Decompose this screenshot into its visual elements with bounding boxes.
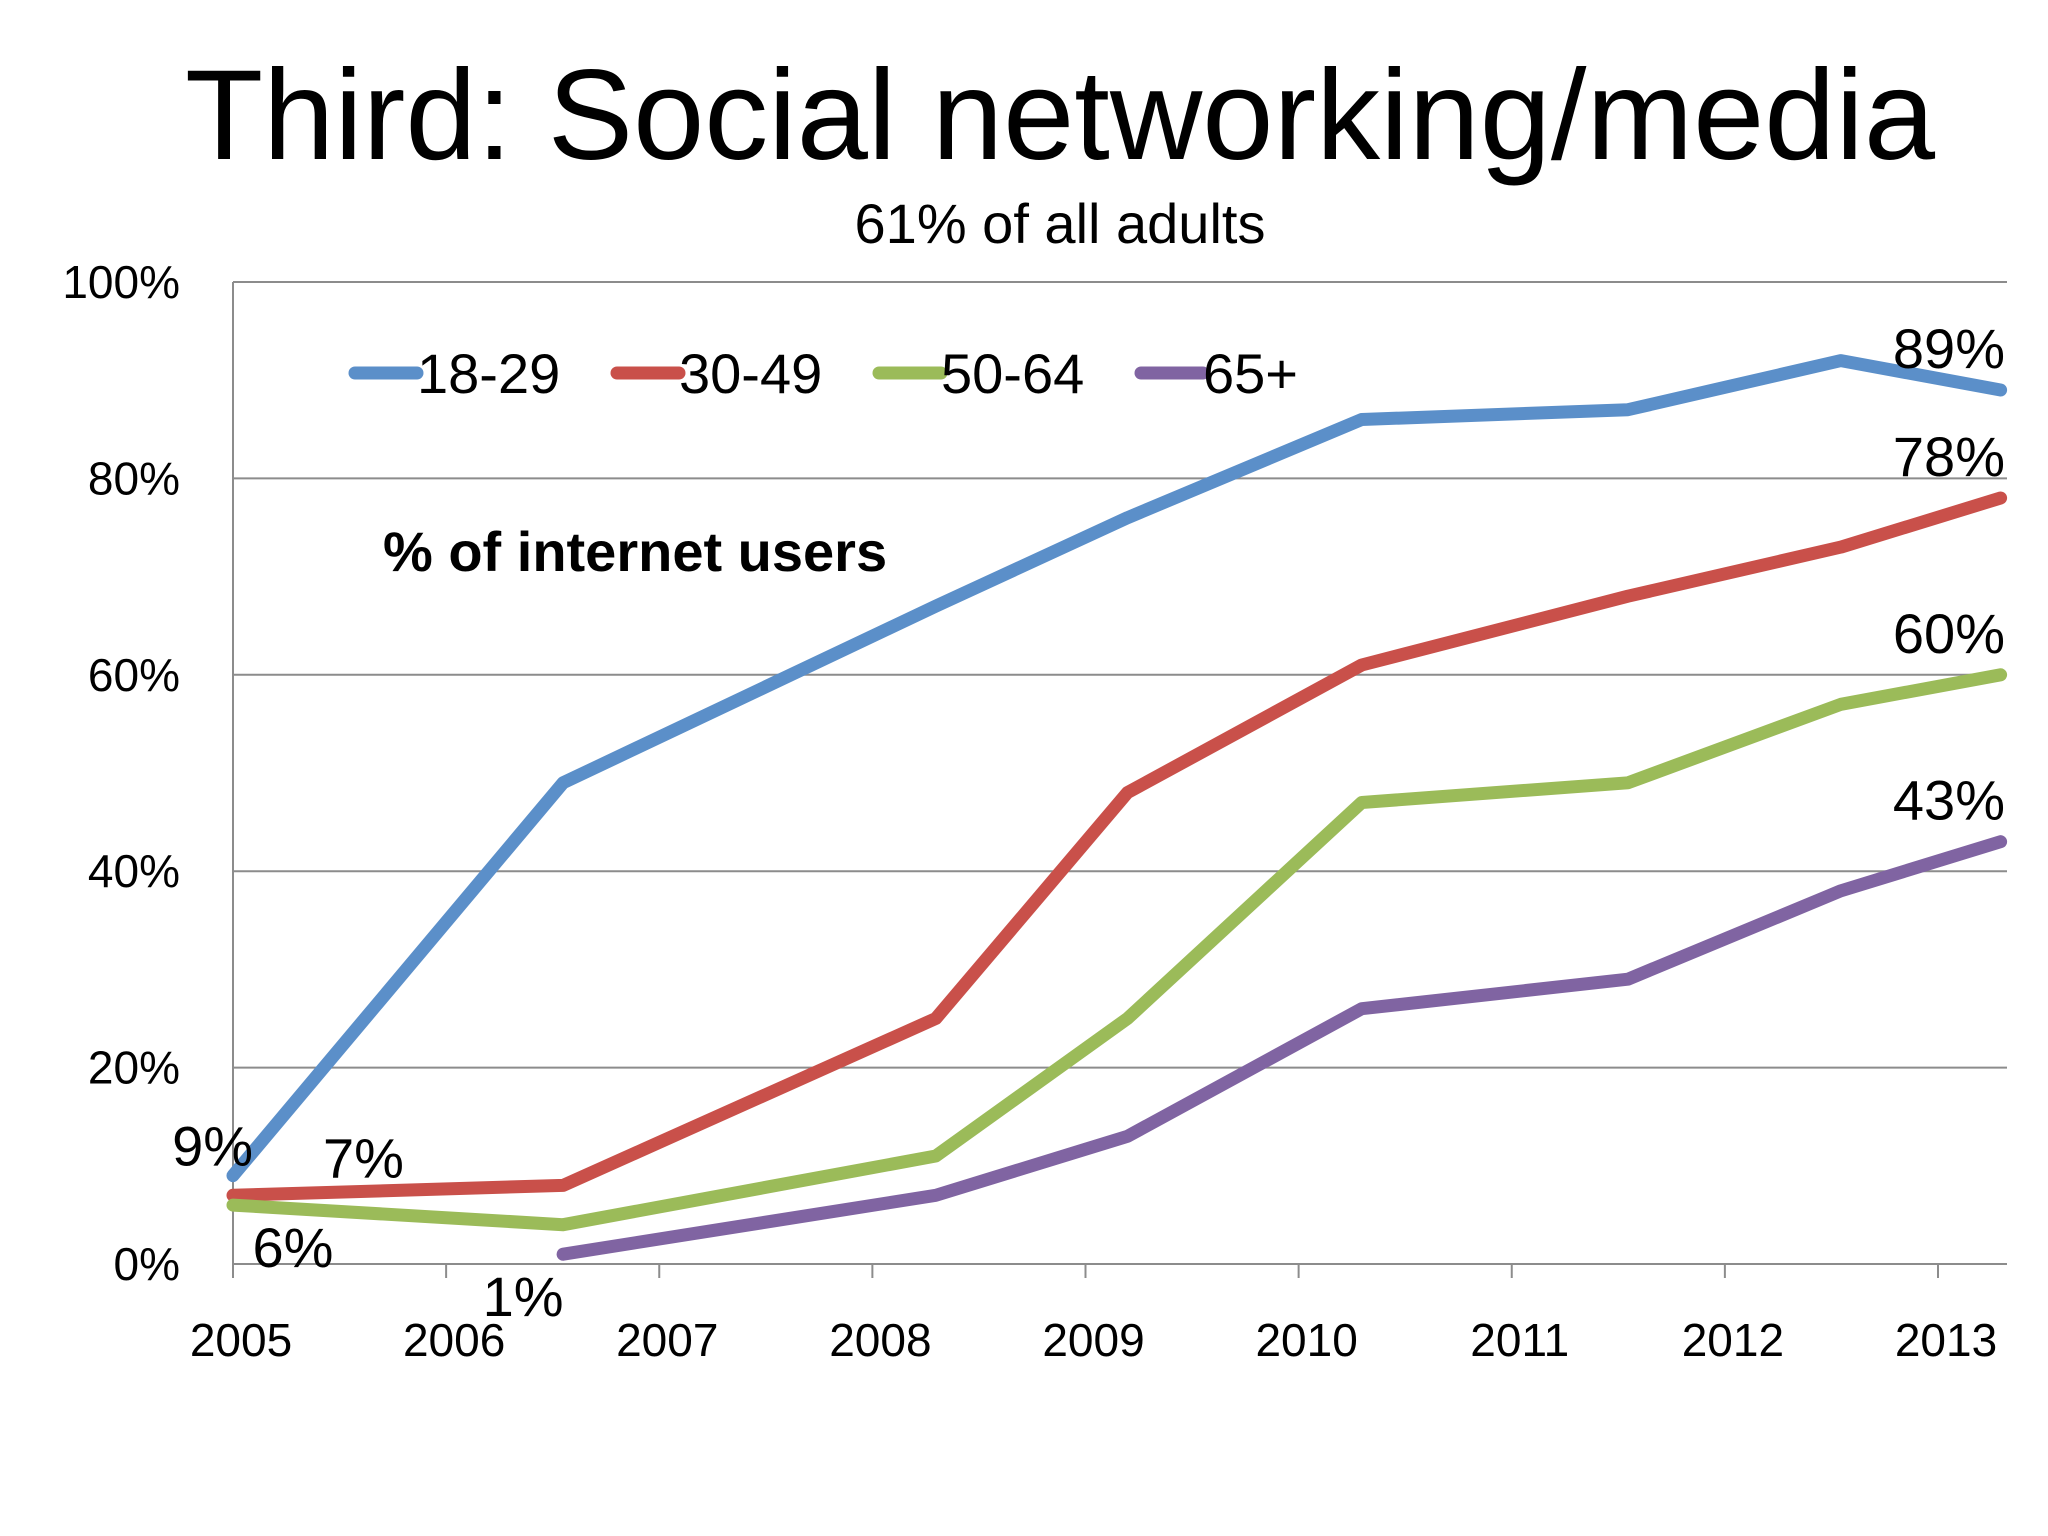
x-tick-label: 2009 [1042, 1314, 1144, 1366]
x-tick-label: 2013 [1895, 1314, 1997, 1366]
data-label: 6% [253, 1216, 334, 1279]
data-label: 1% [483, 1265, 564, 1328]
x-tick-label: 2011 [1470, 1314, 1569, 1366]
y-axis-ticks: 0% 20% 40% 60% 80% 100% [62, 256, 180, 1290]
x-tick-label: 2005 [190, 1314, 292, 1366]
series-line-65+ [556, 835, 2008, 1261]
data-label: 7% [323, 1126, 404, 1189]
data-label: 43% [1893, 769, 2005, 832]
axes [232, 282, 2007, 1265]
chart-legend: 18-29 30-49 50-64 65+ [348, 342, 1298, 405]
data-labels: 9% 7% 6% 1% 89% 78% 60% 43% [172, 317, 2005, 1328]
series-lines [226, 354, 2008, 1261]
x-tick-label: 2006 [403, 1314, 505, 1366]
series-line-18-29 [226, 354, 2008, 1183]
slide-title: Third: Social networking/media [184, 44, 1936, 187]
data-label: 89% [1893, 317, 2005, 380]
y-tick-label: 80% [88, 452, 180, 504]
legend-label: 18-29 [417, 342, 560, 405]
data-label: 60% [1893, 602, 2005, 665]
y-tick-label: 40% [88, 845, 180, 897]
legend-label: 50-64 [941, 342, 1084, 405]
x-tick-label: 2007 [616, 1314, 718, 1366]
chart-annotation: % of internet users [383, 520, 887, 583]
series-line-50-64 [226, 668, 2008, 1232]
y-tick-label: 0% [114, 1238, 180, 1290]
gridlines [233, 281, 2007, 1265]
slide-subtitle: 61% of all adults [854, 192, 1266, 255]
y-tick-label: 20% [88, 1042, 180, 1094]
y-tick-label: 60% [88, 649, 180, 701]
data-label: 9% [172, 1115, 253, 1178]
legend-label: 65+ [1203, 342, 1298, 405]
x-tick-label: 2008 [829, 1314, 931, 1366]
series-line-30-49 [226, 491, 2008, 1202]
y-tick-label: 100% [62, 256, 180, 308]
x-tick-label: 2010 [1255, 1314, 1357, 1366]
x-tick-label: 2012 [1682, 1314, 1784, 1366]
data-label: 78% [1893, 425, 2005, 488]
legend-label: 30-49 [679, 342, 822, 405]
x-axis-ticks: 2005 2006 2007 2008 2009 2010 2011 2012 2013 [190, 1264, 1997, 1366]
